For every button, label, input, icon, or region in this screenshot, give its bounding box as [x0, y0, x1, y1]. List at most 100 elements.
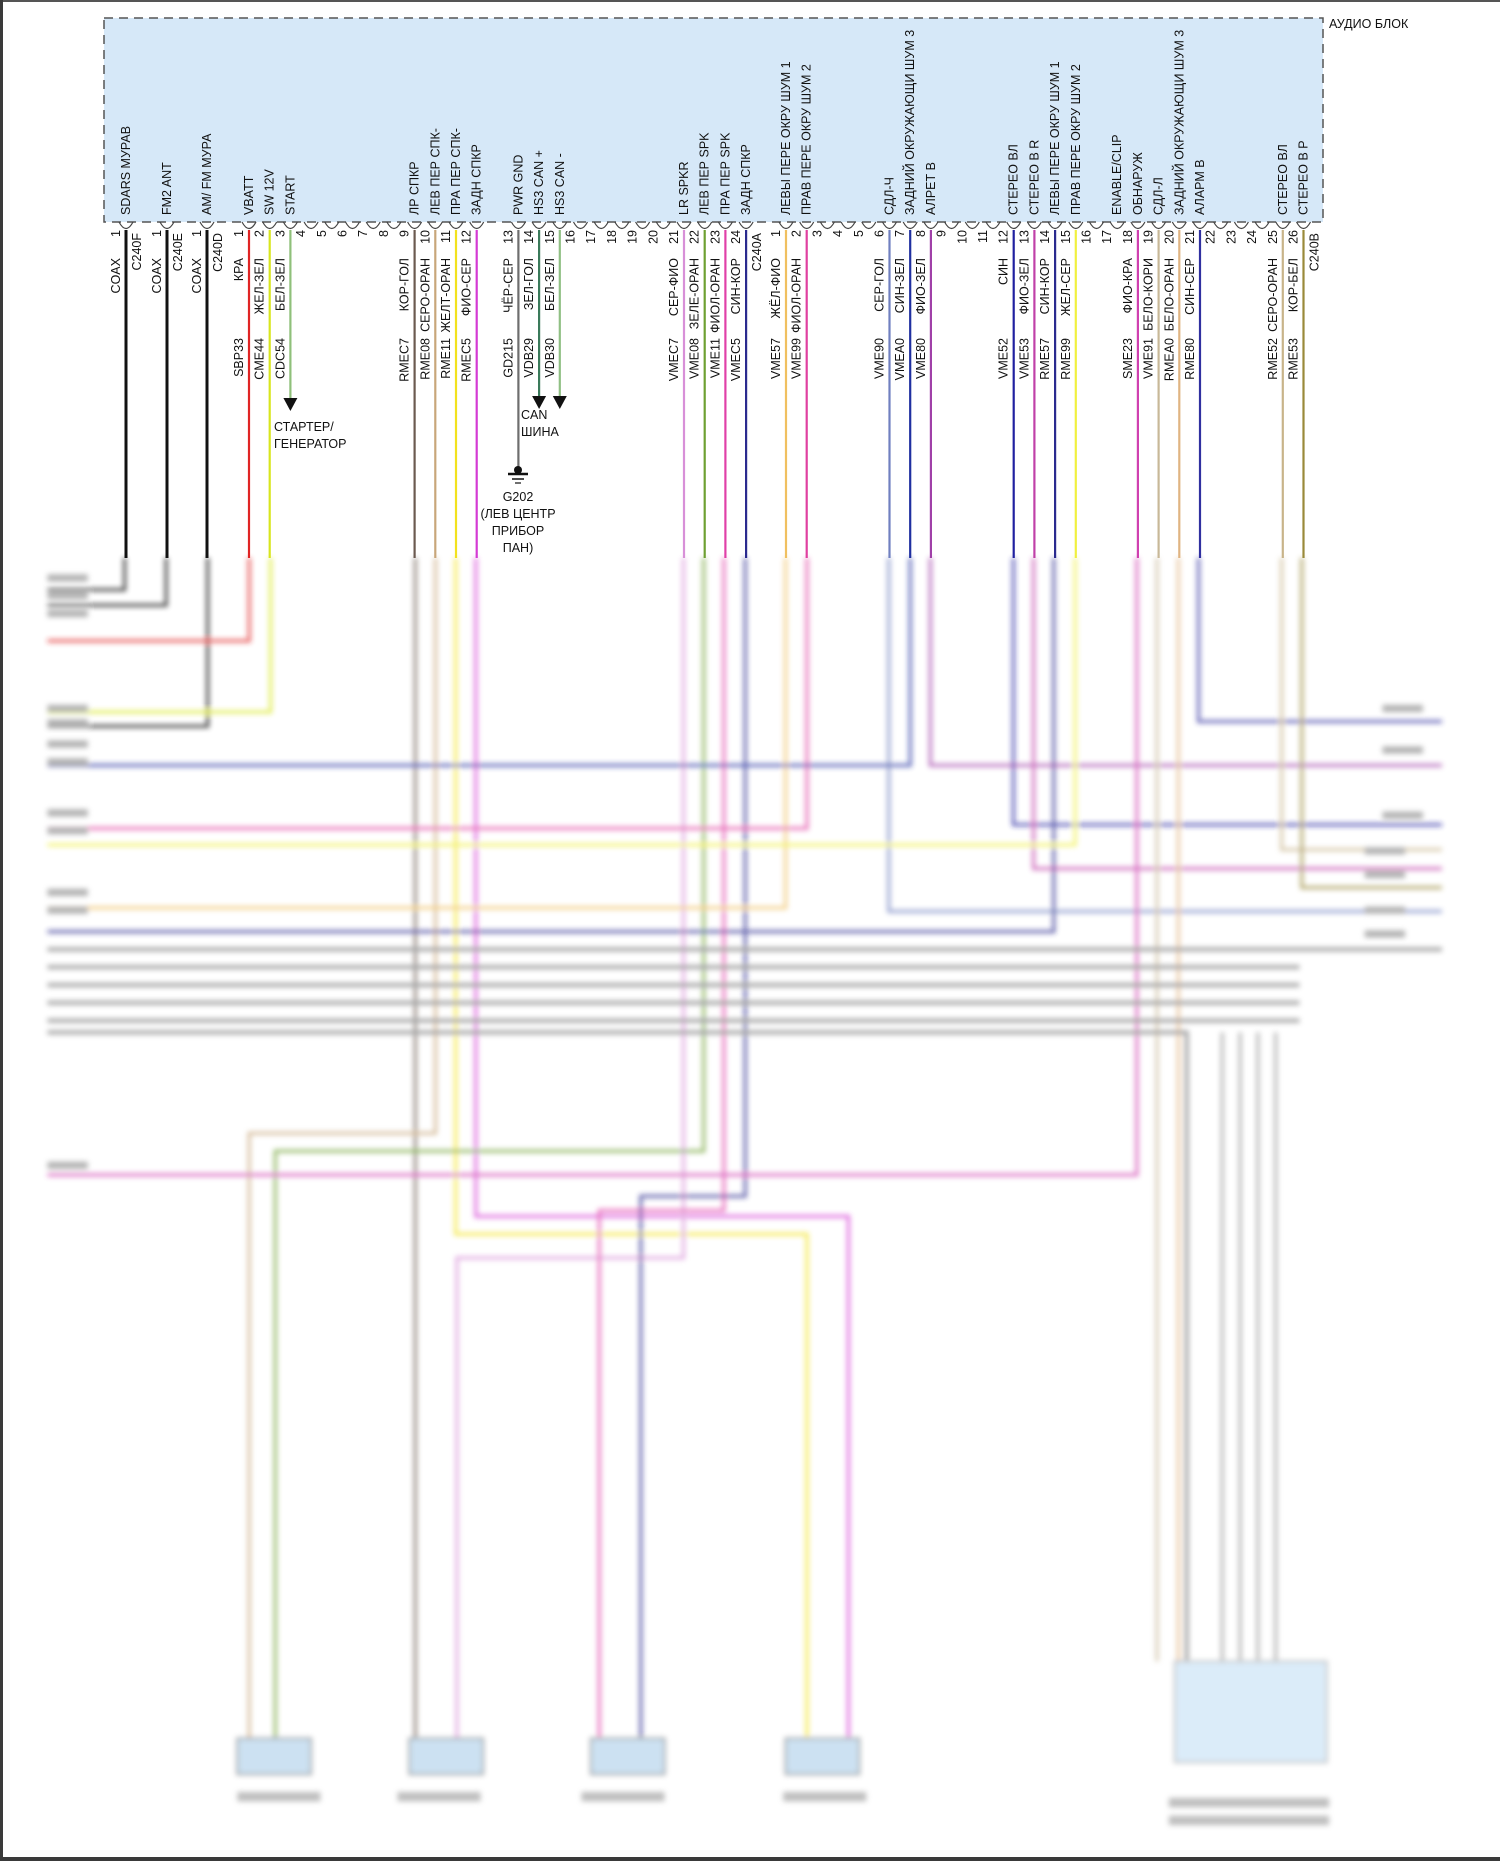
pin-C240A-23: 23 ПРА ПЕР SPK ФИОЛ-ОРАН VME11: [708, 132, 733, 558]
pin-C240B-5: 5: [852, 221, 877, 237]
pin-number: 17: [584, 230, 598, 244]
pin-socket-icon: [241, 221, 257, 230]
pin-function: ПРАВ ПЕРЕ ОКРУ ШУМ 2: [800, 64, 814, 215]
pin-number: 24: [1245, 230, 1259, 244]
harness-wire: [273, 557, 706, 1739]
pin-number: 5: [852, 230, 866, 237]
harness-wire: [1300, 557, 1442, 890]
wire-color-label: БЕЛО-КОРИ: [1142, 258, 1156, 331]
connector-pins: 1 SDARS МУРАВ COAX C240F 1 FM2 ANT COAX C240E 1 A…: [109, 30, 1322, 558]
pin-socket-icon: [1088, 221, 1105, 230]
blurred-label: [1364, 871, 1406, 879]
pin-socket-icon: [1006, 221, 1022, 230]
blurred-label: [47, 740, 88, 748]
pin-number: 10: [955, 230, 969, 244]
speaker-connector: [589, 1737, 666, 1776]
ground-label-2: (ЛЕВ ЦЕНТР: [480, 507, 555, 521]
pin-socket-icon: [1171, 221, 1187, 230]
wire-color-label: БЕЛ-ЗЕЛ: [273, 258, 287, 311]
circuit-label: RME11: [439, 338, 453, 379]
pin-number: 10: [418, 230, 432, 244]
circuit-label: RME57: [1038, 338, 1052, 380]
circuit-label: RMEA0: [1162, 338, 1176, 381]
pin-socket-icon: [282, 221, 298, 230]
pin-C240A-7: 7: [356, 221, 381, 237]
pin-C240B-24: 24: [1245, 221, 1270, 244]
arrow-down-icon: [532, 396, 547, 409]
pin-C240B-23: 23: [1224, 221, 1249, 244]
ground-wire: [47, 1030, 1189, 1662]
circuit-label: VME11: [708, 338, 722, 378]
circuit-label: RME08: [418, 338, 432, 380]
pin-C240A-21: 21 LR SPKR СЕР-ФИО VMEC7: [667, 162, 692, 558]
pin-number: 19: [626, 230, 640, 244]
pin-number: 2: [253, 230, 267, 237]
blurred-label: [47, 1161, 88, 1169]
pin-C240B-17: 17 ENABLE/CLIP: [1100, 134, 1125, 244]
wire-color-label: СЕР-ФИО: [667, 258, 681, 316]
pin-C240D-1: 1 AM/ FM МУРА COAX: [190, 133, 215, 558]
pin-C240A-19: 19: [626, 221, 651, 244]
blurred-label: [1168, 1797, 1330, 1808]
starter-label-2: ГЕНЕРАТОР: [274, 437, 346, 451]
wire-color-label: COAX: [190, 257, 204, 293]
pin-C240A-3: 3 START БЕЛ-ЗЕЛ CDC54: [273, 175, 298, 411]
harness-wire: [597, 557, 726, 1739]
circuit-label: RME52: [1266, 338, 1280, 380]
pin-C240A-17: 17: [584, 221, 609, 244]
speaker-connector: [236, 1737, 312, 1776]
wire-color-label: БЕЛ-ЗЕЛ: [543, 258, 557, 311]
pin-socket-icon: [1192, 221, 1208, 230]
pin-number: 14: [1038, 230, 1052, 244]
harness-wire: [47, 557, 127, 592]
pin-C240B-25: 25 СТЕРЕО ВЛ СЕРО-ОРАН RME52: [1266, 144, 1291, 558]
harness-wire: [1280, 557, 1442, 852]
starter-label-1: СТАРТЕР/: [274, 420, 334, 434]
blurred-label: [1382, 811, 1423, 819]
pin-C240A-10: 10 ЛЕВ ПЕР СПК- СЕРО-ОРАН RME08: [418, 128, 443, 558]
wire-color-label: ФИО-ЗЕЛ: [1017, 258, 1031, 314]
harness-wire: [47, 557, 1139, 1177]
pin-C240B-4: 4: [831, 221, 856, 237]
pin-function: ENABLE/CLIP: [1110, 134, 1124, 215]
pin-number: 20: [646, 230, 660, 244]
pin-function: AM/ FM МУРА: [200, 133, 214, 215]
circuit-label: VME57: [769, 338, 783, 379]
can-label-2: ШИНА: [521, 425, 559, 439]
pin-C240B-20: 20 ЗАДНИЙ ОКРУЖАЮЩИ ШУМ 3 БЕЛО-ОРАН RMEA0: [1162, 30, 1187, 558]
harness-wire: [454, 557, 809, 1739]
pin-C240B-21: 21 АЛАРМ В СИН-СЕР RME80: [1183, 159, 1208, 558]
pin-C240A-9: 9 ЛР СПКР КОР-ГОЛ RMEC7: [398, 161, 423, 558]
wire-color-label: ЗЕЛ-ГОЛ: [522, 258, 536, 310]
pin-number: 24: [729, 230, 743, 244]
pin-number: 3: [810, 230, 824, 237]
pin-function: ЗАДН СПКР: [739, 144, 753, 215]
circuit-label: SBP33: [232, 338, 246, 377]
pin-C240A-14: 14 HS3 CAN + ЗЕЛ-ГОЛ VDB29: [522, 150, 547, 409]
pin-number: 13: [1017, 230, 1031, 244]
pin-socket-icon: [985, 221, 1001, 230]
pin-socket-icon: [697, 221, 713, 230]
pin-socket-icon: [676, 221, 692, 230]
circuit-label: RME80: [1183, 338, 1197, 380]
pin-C240B-3: 3: [810, 221, 835, 237]
pin-C240A-12: 12 ЗАДН СПКР ФИО-СЕР RMEC5: [460, 144, 485, 558]
ground-label-3: ПРИБОР: [492, 524, 544, 538]
pin-socket-icon: [572, 221, 589, 230]
circuit-label: VME99: [790, 338, 804, 379]
wire-color-label: ЖЕЛ-СЕР: [1059, 258, 1073, 316]
pin-socket-icon: [861, 221, 877, 230]
audio-module-box[interactable]: [103, 17, 1324, 223]
pin-socket-icon: [819, 221, 835, 230]
pin-C240A-16: 16: [564, 221, 589, 244]
pin-number: 1: [109, 230, 123, 237]
harness-wire: [928, 557, 1442, 767]
pin-function: АЛАРМ В: [1193, 159, 1207, 215]
circuit-label: VME52: [997, 338, 1011, 379]
pin-C240B-14: 14 ЛЕВЫ ПЕРЕ ОКРУ ШУМ 1 СИН-КОР RME57: [1038, 61, 1063, 558]
wire-color-label: ФИО-ЗЕЛ: [914, 258, 928, 314]
pin-C240A-20: 20: [646, 221, 671, 244]
wire-color-label: ФИО-СЕР: [460, 258, 474, 316]
pin-socket-icon: [199, 221, 215, 230]
harness-wire: [474, 557, 850, 1739]
